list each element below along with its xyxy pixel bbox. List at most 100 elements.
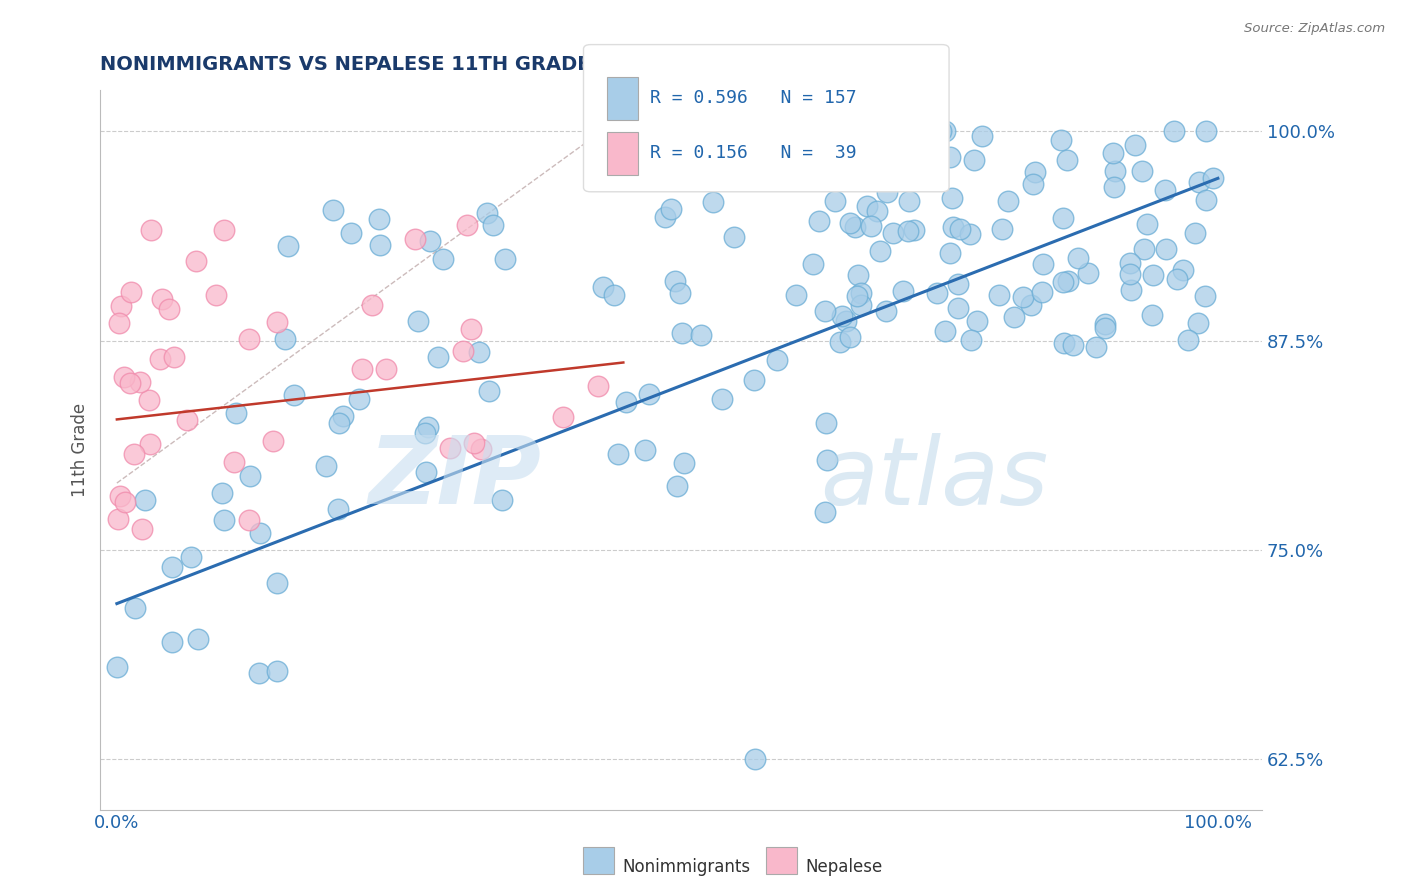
Point xyxy=(659,202,682,216)
Point xyxy=(851,286,873,301)
Point xyxy=(1195,124,1218,138)
Point xyxy=(959,333,981,347)
Point xyxy=(1067,252,1090,266)
Point xyxy=(1194,288,1216,302)
Point xyxy=(212,223,235,237)
Point xyxy=(1094,317,1116,331)
Point xyxy=(592,279,614,293)
Point xyxy=(897,224,920,238)
Point xyxy=(1104,163,1126,178)
Point xyxy=(224,455,246,469)
Point xyxy=(139,222,162,236)
Point xyxy=(1123,137,1146,152)
Point xyxy=(1195,193,1218,207)
Point xyxy=(419,234,441,248)
Point xyxy=(891,284,914,298)
Point xyxy=(1077,266,1099,280)
Point xyxy=(186,254,208,268)
Point xyxy=(432,252,454,266)
Point xyxy=(368,238,391,252)
Y-axis label: 11th Grade: 11th Grade xyxy=(72,402,89,497)
Point xyxy=(1024,165,1046,179)
Point xyxy=(118,376,141,390)
Point xyxy=(654,211,676,225)
Point xyxy=(149,351,172,366)
Point xyxy=(1202,171,1225,186)
Point xyxy=(406,314,429,328)
Point xyxy=(723,230,745,244)
Point xyxy=(946,301,969,316)
Point xyxy=(108,316,131,330)
Point xyxy=(1130,163,1153,178)
Point xyxy=(477,384,499,399)
Point xyxy=(1133,242,1156,256)
Point xyxy=(415,465,437,479)
Point xyxy=(898,194,921,208)
Point xyxy=(468,344,491,359)
Point xyxy=(946,277,969,291)
Point xyxy=(830,334,852,349)
Point xyxy=(1154,183,1177,197)
Point xyxy=(1012,290,1035,304)
Point xyxy=(934,324,956,338)
Text: Source: ZipAtlas.com: Source: ZipAtlas.com xyxy=(1244,22,1385,36)
Point xyxy=(1052,211,1074,225)
Point xyxy=(277,239,299,253)
Point xyxy=(997,194,1019,208)
Point xyxy=(375,361,398,376)
Point xyxy=(134,493,156,508)
Point xyxy=(1022,178,1045,192)
Point xyxy=(205,287,228,301)
Point xyxy=(876,185,898,199)
Point xyxy=(903,223,925,237)
Point xyxy=(238,332,260,346)
Point xyxy=(815,453,838,467)
Point xyxy=(315,459,337,474)
Point xyxy=(105,660,128,674)
Point xyxy=(844,219,866,234)
Point xyxy=(607,447,630,461)
Point xyxy=(846,268,869,282)
Point xyxy=(211,486,233,500)
Point xyxy=(801,257,824,271)
Point xyxy=(860,219,883,233)
Point xyxy=(482,219,505,233)
Point xyxy=(1062,338,1084,352)
Point xyxy=(938,246,960,260)
Point xyxy=(1156,242,1178,256)
Point xyxy=(247,666,270,681)
Point xyxy=(972,129,994,144)
Point xyxy=(138,392,160,407)
Point xyxy=(1094,321,1116,335)
Point xyxy=(1142,268,1164,283)
Point xyxy=(124,601,146,615)
Point xyxy=(882,161,904,176)
Point xyxy=(859,140,882,154)
Point xyxy=(1049,133,1071,147)
Point xyxy=(672,456,695,470)
Point xyxy=(114,495,136,509)
Point xyxy=(869,244,891,259)
Point xyxy=(163,350,186,364)
Point xyxy=(942,220,965,235)
Point xyxy=(187,632,209,647)
Point xyxy=(110,299,132,313)
Point xyxy=(1121,283,1143,297)
Point xyxy=(249,526,271,541)
Point xyxy=(266,576,288,591)
Point xyxy=(456,218,478,232)
Point xyxy=(274,332,297,346)
Point xyxy=(941,191,963,205)
Point xyxy=(322,202,344,217)
Point xyxy=(742,373,765,387)
Text: NONIMMIGRANTS VS NEPALESE 11TH GRADE CORRELATION CHART: NONIMMIGRANTS VS NEPALESE 11TH GRADE COR… xyxy=(100,55,831,74)
Point xyxy=(939,150,962,164)
Point xyxy=(238,469,260,483)
Point xyxy=(866,203,889,218)
Point xyxy=(815,416,838,430)
Point xyxy=(963,153,986,167)
Point xyxy=(1177,334,1199,348)
Point xyxy=(766,352,789,367)
Point xyxy=(404,232,426,246)
Point xyxy=(898,153,921,168)
